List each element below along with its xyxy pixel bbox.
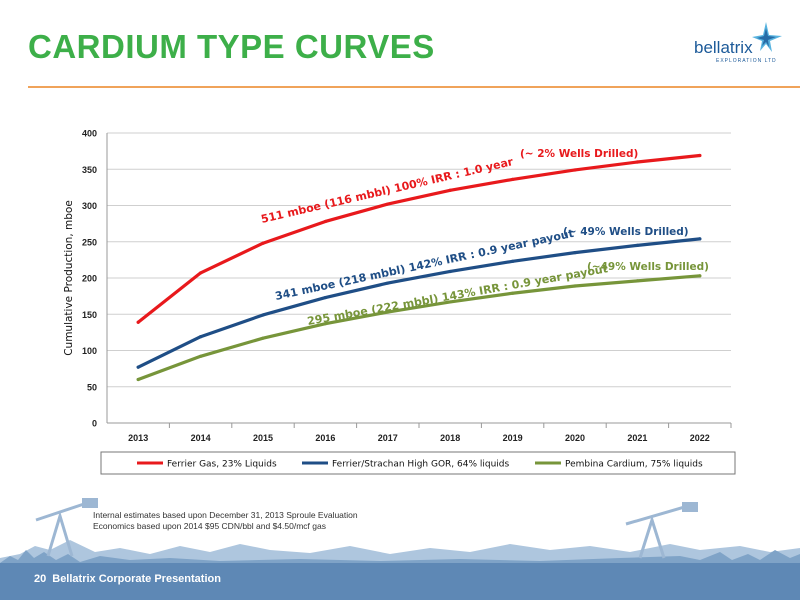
x-tick-label: 2021	[627, 433, 647, 443]
data-point	[136, 365, 140, 369]
data-point	[448, 269, 452, 274]
series-line-2	[136, 237, 702, 369]
data-point	[199, 271, 203, 275]
footnote-line-2: Economics based upon 2014 $95 CDN/bbl an…	[93, 521, 326, 531]
legend: Ferrier Gas, 23% Liquids Ferrier/Strachan…	[100, 451, 736, 475]
y-tick-label: 250	[82, 237, 97, 247]
data-point	[573, 284, 577, 288]
annotation-label: (~ 2% Wells Drilled)	[520, 148, 638, 160]
data-point	[136, 320, 140, 324]
data-point	[573, 251, 577, 255]
y-tick-label: 400	[82, 129, 97, 139]
y-tick-label: 200	[82, 274, 97, 284]
x-tick-label: 2019	[503, 433, 523, 443]
footnote: Internal estimates based upon December 3…	[93, 510, 358, 532]
title-divider	[28, 86, 800, 88]
oil-field-silhouette	[0, 498, 800, 563]
legend-entry: Ferrier Gas, 23% Liquids	[167, 460, 277, 470]
data-point	[448, 300, 452, 304]
data-point	[323, 295, 327, 300]
annotation-label: 511 mboe (116 mbbl) 100% IRR : 1.0 year	[260, 155, 515, 226]
x-tick-label: 2013	[128, 433, 148, 443]
footer-label: 20 Bellatrix Corporate Presentation	[34, 573, 227, 585]
type-curve-chart: 0 50 100 150 200 250 300 350 400 2013 2014 2015 2016…	[63, 129, 736, 475]
data-point	[510, 177, 515, 181]
data-point	[698, 274, 702, 278]
data-point	[261, 313, 265, 317]
legend-box	[100, 451, 736, 475]
annotation-label: (~49% Wells Drilled)	[587, 261, 709, 273]
data-point	[323, 322, 327, 326]
data-point	[698, 153, 702, 158]
footer-title: Bellatrix Corporate Presentation	[52, 573, 221, 585]
data-point	[136, 377, 140, 382]
x-tick-label: 2015	[253, 433, 273, 443]
y-tick-label: 150	[82, 310, 97, 320]
y-tick-label: 350	[82, 165, 97, 175]
data-point	[323, 219, 327, 224]
axes: 0 50 100 150 200 250 300 350 400 2013 2014 2015 2016…	[63, 129, 732, 443]
y-tick-label: 0	[92, 419, 97, 429]
x-tick-label: 2018	[440, 433, 460, 443]
y-tick-label: 100	[82, 346, 97, 356]
company-logo: bellatrix EXPLORATION LTD	[686, 18, 786, 74]
slide-title: CARDIUM TYPE CURVES	[28, 28, 435, 65]
data-point	[635, 279, 640, 283]
y-tick-label: 50	[87, 382, 97, 392]
y-tick-label: 300	[82, 201, 97, 211]
y-axis-label: Cumulative Production, mboe	[63, 200, 75, 356]
data-point	[635, 160, 640, 164]
data-point	[698, 237, 702, 241]
data-point	[386, 202, 390, 206]
x-tick-label: 2020	[565, 433, 585, 443]
data-point	[261, 241, 265, 245]
data-point	[510, 259, 515, 263]
x-tick-label: 2017	[378, 433, 398, 443]
x-tick-label: 2022	[690, 433, 710, 443]
data-point	[261, 336, 265, 340]
annotation-label: (~ 49% Wells Drilled)	[563, 226, 689, 238]
star-burst-icon	[752, 22, 782, 52]
x-tick-label: 2016	[315, 433, 335, 443]
footnote-line-1: Internal estimates based upon December 3…	[93, 510, 358, 520]
logo-tagline: EXPLORATION LTD	[716, 58, 777, 64]
data-point	[573, 168, 577, 172]
data-point	[448, 188, 452, 192]
series-line-3	[136, 274, 702, 382]
data-point	[386, 310, 390, 314]
legend-entry: Ferrier/Strachan High GOR, 64% liquids	[332, 460, 509, 470]
data-point	[510, 291, 515, 295]
series-lines	[136, 153, 702, 382]
data-point	[199, 335, 203, 339]
page-number: 20	[34, 573, 47, 585]
series-line-1	[136, 153, 702, 324]
footer-bar: 20 Bellatrix Corporate Presentation	[0, 563, 800, 600]
legend-entry: Pembina Cardium, 75% liquids	[565, 460, 703, 470]
logo-wordmark: bellatrix	[694, 38, 753, 57]
annotations: 511 mboe (116 mbbl) 100% IRR : 1.0 year (…	[260, 148, 709, 328]
data-point	[199, 354, 203, 358]
x-tick-label: 2014	[191, 433, 211, 443]
annotation-label: 295 mboe (222 mbbl) 143% IRR : 0.9 year …	[306, 262, 609, 328]
data-point	[386, 281, 390, 285]
data-point	[635, 243, 640, 247]
